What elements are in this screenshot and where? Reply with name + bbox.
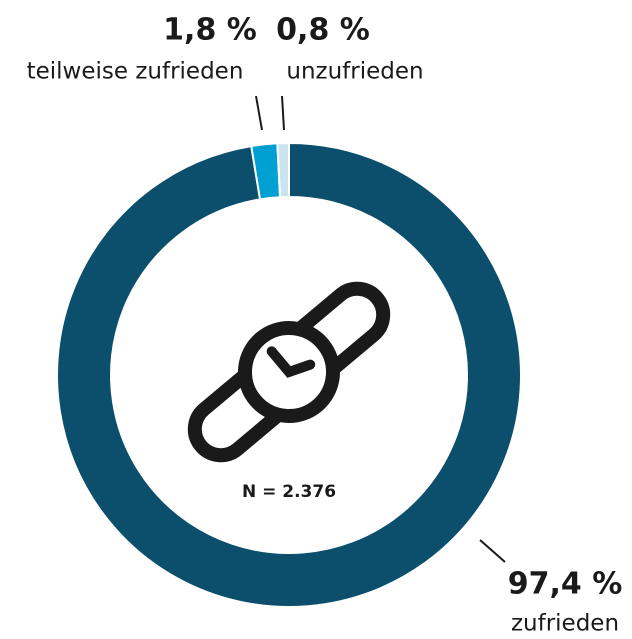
watch-icon [187,281,391,463]
donut-slice [276,141,290,199]
donut-slice [56,141,522,608]
value-label: 0,8 % [276,13,370,48]
value-label: 97,4 % [508,567,623,602]
category-label: teilweise zufrieden [27,59,244,85]
leader-line [281,95,285,131]
annotation: N = 2.376 [242,482,336,502]
leader-line [479,539,506,563]
leader-line [255,95,263,131]
category-label: zufrieden [511,611,619,637]
category-label: unzufrieden [286,59,423,85]
value-label: 1,8 % [163,13,257,48]
